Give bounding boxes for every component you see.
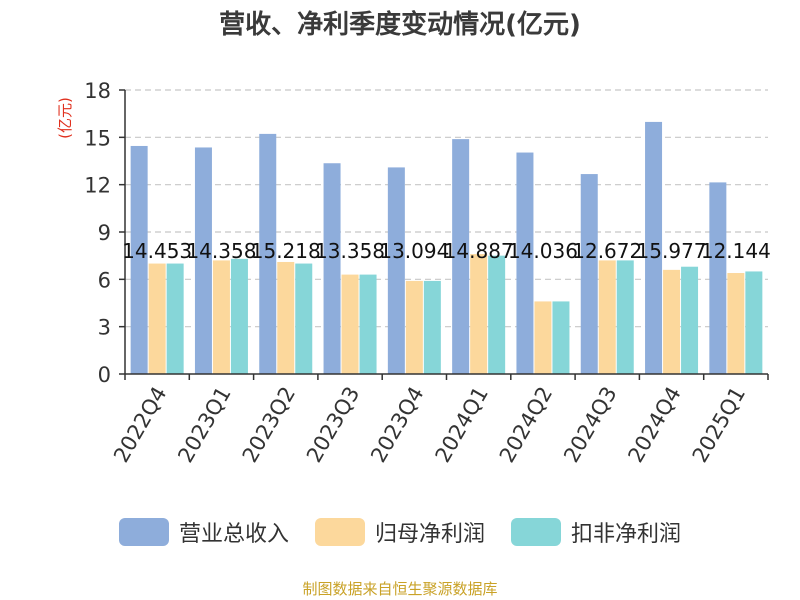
y-tick-label: 12	[84, 174, 111, 198]
data-label-revenue: 14.358	[186, 239, 256, 263]
y-tick-label: 15	[84, 126, 111, 150]
bar-non-recurring-net-profit	[230, 258, 248, 374]
data-label-revenue: 13.094	[379, 239, 449, 263]
bar-revenue	[516, 152, 534, 374]
legend-item-non-recurring-net-profit[interactable]: 扣非净利润	[511, 516, 681, 548]
bar-revenue	[130, 145, 148, 374]
bar-parent-net-profit	[148, 263, 166, 374]
bar-non-recurring-net-profit	[295, 263, 313, 374]
legend-swatch-non-recurring-net-profit	[511, 518, 561, 546]
bar-non-recurring-net-profit	[616, 260, 634, 374]
bar-non-recurring-net-profit	[681, 266, 699, 374]
y-axis-label: (亿元)	[56, 97, 74, 139]
bar-non-recurring-net-profit	[552, 301, 570, 374]
x-tick-label: 2023Q2	[238, 383, 300, 467]
bar-revenue	[645, 121, 663, 374]
bar-revenue	[323, 163, 341, 374]
legend-label-parent-net-profit: 归母净利润	[374, 522, 485, 547]
bar-revenue	[452, 139, 470, 374]
bar-non-recurring-net-profit	[488, 255, 506, 374]
y-tick-label: 3	[98, 316, 111, 340]
bar-parent-net-profit	[470, 254, 488, 374]
data-label-revenue: 14.453	[122, 239, 192, 263]
y-tick-label: 9	[98, 221, 111, 245]
legend-swatch-parent-net-profit	[314, 518, 365, 546]
bar-revenue	[259, 133, 277, 374]
x-tick-label: 2023Q4	[366, 383, 428, 467]
legend-swatch-revenue	[118, 518, 169, 546]
data-label-revenue: 14.036	[508, 239, 578, 263]
data-label-revenue: 12.144	[701, 239, 771, 263]
legend-item-revenue[interactable]: 营业总收入	[118, 516, 289, 548]
data-label-revenue: 15.218	[251, 239, 321, 263]
data-label-revenue: 15.977	[637, 239, 707, 263]
bar-revenue	[709, 182, 727, 374]
bar-non-recurring-net-profit	[359, 274, 377, 374]
x-tick-label: 2024Q2	[495, 383, 557, 467]
x-tick-label: 2023Q3	[302, 383, 364, 467]
x-tick-label: 2025Q1	[688, 383, 750, 467]
legend-label-revenue: 营业总收入	[178, 522, 289, 547]
legend-label-non-recurring-net-profit: 扣非净利润	[571, 522, 682, 547]
x-tick-label: 2024Q1	[431, 383, 493, 467]
bar-revenue	[194, 147, 212, 374]
bar-parent-net-profit	[534, 301, 552, 374]
data-label-revenue: 13.358	[315, 239, 385, 263]
bar-parent-net-profit	[341, 274, 359, 374]
bar-non-recurring-net-profit	[423, 280, 441, 374]
x-tick-label: 2022Q4	[109, 383, 171, 467]
y-tick-label: 0	[98, 363, 111, 387]
data-label-revenue: 12.672	[572, 239, 642, 263]
x-tick-label: 2023Q1	[173, 383, 235, 467]
x-tick-label: 2024Q4	[623, 383, 685, 467]
bar-parent-net-profit	[598, 260, 616, 374]
legend-item-parent-net-profit[interactable]: 归母净利润	[314, 516, 485, 548]
chart-legend: 营业总收入 归母净利润 扣非净利润	[0, 516, 800, 548]
bar-parent-net-profit	[277, 261, 295, 374]
y-tick-label: 6	[98, 268, 111, 292]
bar-non-recurring-net-profit	[745, 271, 763, 374]
bar-parent-net-profit	[212, 260, 230, 374]
x-tick-label: 2024Q3	[559, 383, 621, 467]
bar-non-recurring-net-profit	[166, 263, 184, 374]
y-tick-label: 18	[84, 79, 111, 103]
bar-revenue	[387, 167, 405, 374]
data-label-revenue: 14.887	[444, 239, 514, 263]
bar-parent-net-profit	[405, 280, 423, 374]
bar-parent-net-profit	[727, 273, 745, 374]
bar-revenue	[580, 174, 598, 374]
source-footer: 制图数据来自恒生聚源数据库	[302, 580, 498, 598]
chart-title: 营收、净利季度变动情况(亿元)	[219, 10, 581, 40]
bar-parent-net-profit	[663, 269, 681, 374]
